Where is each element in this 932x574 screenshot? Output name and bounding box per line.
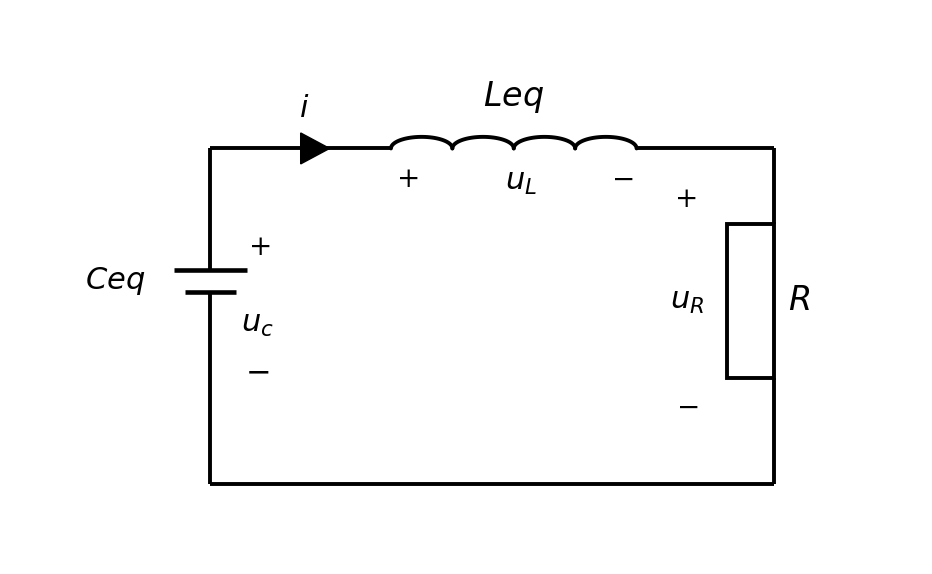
- Text: +: +: [676, 186, 699, 213]
- Text: +: +: [397, 166, 420, 193]
- Text: $-$: $-$: [676, 394, 698, 421]
- Bar: [727, 223, 774, 378]
- Text: +: +: [249, 234, 273, 261]
- Text: $u_R$: $u_R$: [670, 285, 705, 316]
- Polygon shape: [301, 133, 330, 164]
- Text: $-$: $-$: [610, 166, 634, 193]
- Text: $u_c$: $u_c$: [241, 308, 274, 339]
- Text: $i$: $i$: [299, 93, 309, 124]
- Text: $Leq$: $Leq$: [483, 79, 544, 115]
- Text: $-$: $-$: [245, 356, 269, 387]
- Text: $u_L$: $u_L$: [505, 166, 537, 197]
- Text: $R$: $R$: [788, 285, 810, 317]
- Text: $Ceq$: $Ceq$: [85, 265, 145, 297]
